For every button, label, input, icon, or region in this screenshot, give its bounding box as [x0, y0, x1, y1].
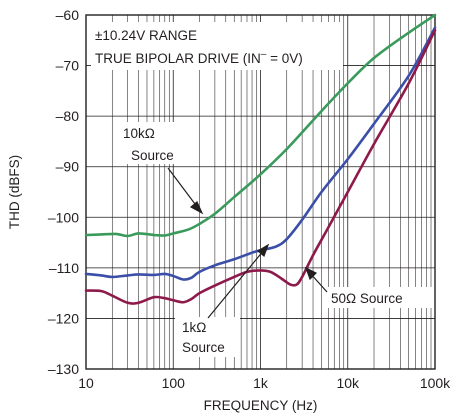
y-tick-label: –80 [56, 108, 80, 124]
series-line-1 [84, 13, 437, 238]
annotation-10k-line-2: Source [131, 148, 174, 163]
header-box [91, 22, 343, 70]
series-line-3 [84, 28, 437, 305]
x-tick-label: 10k [336, 375, 360, 391]
header-line-2-main: TRUE BIPOLAR DRIVE (IN [95, 51, 261, 66]
y-tick-label: –130 [48, 361, 79, 377]
arrow-10k-head [189, 201, 204, 215]
arrow-1k-line [207, 249, 265, 319]
arrow-1k-head [256, 243, 270, 258]
x-axis-title: FREQUENCY (Hz) [204, 398, 318, 413]
y-tick-label: –100 [48, 209, 79, 225]
series-line-2 [84, 26, 437, 281]
annotation-50-box [327, 287, 433, 308]
y-tick-label: –70 [56, 58, 80, 74]
header-line-2: TRUE BIPOLAR DRIVE (IN– = 0V) [95, 49, 303, 66]
annotation-10k-box [119, 122, 181, 164]
annotation-50-line-1: 50Ω Source [331, 291, 403, 306]
y-tick-label: –60 [56, 7, 80, 23]
annotation-arrows [167, 167, 328, 319]
annotation-1k-box [175, 317, 240, 357]
header-line-2-superscript: – [261, 49, 267, 60]
y-tick-label: –120 [48, 310, 79, 326]
annotation-10k-line-1: 10kΩ [123, 126, 155, 141]
header-line-2-end: = 0V) [266, 51, 302, 66]
y-axis-title: THD (dBFS) [7, 155, 22, 229]
x-tick-label: 10 [78, 375, 94, 391]
y-tick-label: –90 [56, 159, 80, 175]
plot-frame [85, 14, 436, 370]
series-lines [84, 13, 437, 305]
arrow-50-head [304, 266, 318, 281]
header-line-1: ±10.24V RANGE [95, 28, 197, 43]
x-tick-label: 1k [253, 375, 269, 391]
annotation-1k-line-1: 1kΩ [182, 320, 206, 335]
y-tick-label: –110 [49, 260, 79, 276]
x-tick-label: 100 [162, 375, 186, 391]
annotation-1k-line-2: Source [182, 340, 225, 355]
x-tick-label: 100k [420, 375, 451, 391]
arrow-10k-line [167, 167, 199, 209]
